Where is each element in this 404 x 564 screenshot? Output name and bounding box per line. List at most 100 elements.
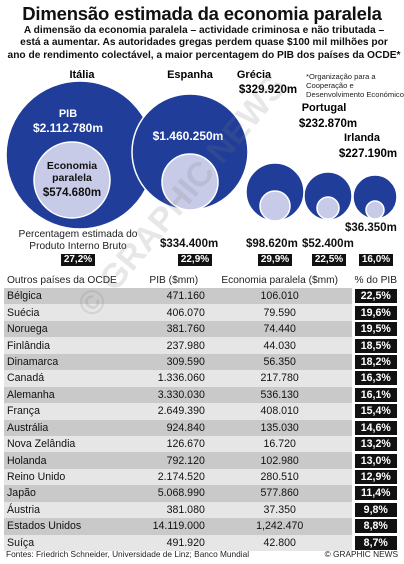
country-name: Itália <box>69 70 95 81</box>
cell-pct: 9,8% <box>351 501 400 519</box>
pct-badge: 14,6% <box>354 420 397 435</box>
pib-value: $2.112.780m <box>33 121 103 135</box>
cell-country: Holanda <box>4 452 140 469</box>
cell-pct: 13,2% <box>351 435 400 453</box>
shadow-bubble <box>316 196 340 220</box>
cell-pct: 8,7% <box>351 534 400 551</box>
table-row: Holanda 792.120 102.980 13,0% <box>4 452 400 469</box>
country-name: Portugal <box>302 102 347 114</box>
cell-country: Suíça <box>4 534 140 551</box>
ocde-footnote: *Organização para a Cooperação e Desenvo… <box>306 72 404 99</box>
cell-shadow: 577.860 <box>207 485 352 502</box>
pct-badge: 15,4% <box>354 404 397 419</box>
cell-shadow: 106.010 <box>207 288 352 305</box>
oecd-table: Outros países da OCDE PIB ($mm) Economia… <box>4 273 400 551</box>
table-row: Canadá 1.336.060 217.780 16,3% <box>4 370 400 387</box>
table-row: Reino Unido 2.174.520 280.510 12,9% <box>4 468 400 486</box>
table-row: Suécia 406.070 79.590 19,6% <box>4 304 400 321</box>
shadow-bubble <box>259 190 291 222</box>
cell-shadow: 37.350 <box>207 501 352 519</box>
cell-pib: 126.670 <box>139 435 208 453</box>
cell-shadow: 102.980 <box>207 452 352 469</box>
cell-country: Japão <box>4 485 140 502</box>
cell-pib: 471.160 <box>139 288 208 305</box>
intro-line: ano de rendimento colectável, a maior pe… <box>7 49 401 61</box>
cell-pib: 237.980 <box>139 337 208 354</box>
cell-shadow: 16.720 <box>207 435 352 453</box>
cell-shadow: 536.130 <box>207 386 352 404</box>
credit-line: © GRAPHIC NEWS <box>324 549 398 559</box>
shadow-value-espanha: $334.400m <box>160 238 219 250</box>
cell-pib: 924.840 <box>139 419 208 436</box>
cell-pct: 16,3% <box>351 370 400 387</box>
cell-pib: 381.080 <box>139 501 208 519</box>
cell-pct: 12,9% <box>351 468 400 486</box>
cell-pib: 381.760 <box>139 320 208 338</box>
cell-pct: 18,2% <box>351 353 400 371</box>
cell-pct: 8,8% <box>351 518 400 535</box>
cell-country: Canadá <box>4 370 140 387</box>
cell-pib: 792.120 <box>139 452 208 469</box>
cell-pct: 13,0% <box>351 452 400 469</box>
cell-pib: 14.119.000 <box>139 518 208 535</box>
cell-pct: 15,4% <box>351 403 400 420</box>
table-row: Bélgica 471.160 106.010 22,5% <box>4 288 400 305</box>
cell-country: Austrália <box>4 419 140 436</box>
shadow-bubble <box>33 141 111 219</box>
country-name: Irlanda <box>344 132 381 144</box>
table-row: Dinamarca 309.590 56.350 18,2% <box>4 353 400 371</box>
cell-shadow: 135.030 <box>207 419 352 436</box>
table-header: Outros países da OCDE PIB ($mm) Economia… <box>4 273 400 288</box>
col-pct: % do PIB <box>354 275 397 286</box>
pct-badge: 16,3% <box>354 371 397 386</box>
col-shadow: Economia paralela ($mm) <box>221 275 338 286</box>
bubble-irlanda: Irlanda $227.190m <box>339 132 398 220</box>
table-row: França 2.649.390 408.010 15,4% <box>4 403 400 420</box>
table-row: Áustria 381.080 37.350 9,8% <box>4 501 400 519</box>
cell-country: Finlândia <box>4 337 140 354</box>
col-country: Outros países da OCDE <box>7 275 117 286</box>
pct-badge: 8,8% <box>354 519 397 534</box>
cell-shadow: 408.010 <box>207 403 352 420</box>
table-row: Noruega 381.760 74.440 19,5% <box>4 320 400 338</box>
cell-shadow: 42.800 <box>207 534 352 551</box>
pib-value: $329.920m <box>239 84 297 96</box>
cell-country: Noruega <box>4 320 140 338</box>
cell-pib: 5.068.990 <box>139 485 208 502</box>
pct-badge: 19,5% <box>354 322 397 337</box>
cell-shadow: 1,242.470 <box>207 518 352 535</box>
pib-value: $1.460.250m <box>153 129 224 143</box>
country-name: Espanha <box>167 70 214 81</box>
table-row: Japão 5.068.990 577.860 11,4% <box>4 485 400 502</box>
pct-badge: 13,0% <box>354 453 397 468</box>
cell-pct: 11,4% <box>351 485 400 502</box>
cell-shadow: 79.590 <box>207 304 352 321</box>
cell-shadow: 44.030 <box>207 337 352 354</box>
pib-value: $227.190m <box>339 148 397 160</box>
cell-pib: 491.920 <box>139 534 208 551</box>
cell-pib: 2.174.520 <box>139 468 208 486</box>
shadow-value: $574.680m <box>43 187 101 199</box>
intro-line: está a aumentar. As autoridades gregas p… <box>20 37 388 49</box>
table-row: Suíça 491.920 42.800 8,7% <box>4 534 400 551</box>
cell-pib: 1.336.060 <box>139 370 208 387</box>
pct-badge: 18,2% <box>354 354 397 369</box>
page-title: Dimensão estimada da economia paralela <box>22 3 382 24</box>
pct-caption: Percentagem estimada do Produto Interno … <box>18 229 138 252</box>
bubble-italia: Itália PIB $2.112.780m Economia paralela… <box>5 70 155 230</box>
pib-label: PIB <box>59 108 77 120</box>
shadow-label-1: Economia <box>47 160 97 172</box>
cell-country: Dinamarca <box>4 353 140 371</box>
pct-badge-italia: 27,2% <box>61 254 95 266</box>
cell-pib: 406.070 <box>139 304 208 321</box>
cell-country: Suécia <box>4 304 140 321</box>
cell-pct: 19,5% <box>351 320 400 338</box>
shadow-bubble <box>161 153 219 211</box>
shadow-value-irlanda: $36.350m <box>345 222 397 234</box>
cell-pib: 3.330.030 <box>139 386 208 404</box>
cell-country: Estados Unidos <box>4 518 140 535</box>
pib-value: $232.870m <box>299 118 357 130</box>
shadow-value-portugal: $52.400m <box>302 238 354 250</box>
pct-badge: 19,6% <box>354 305 397 320</box>
shadow-label-2: paralela <box>52 172 92 184</box>
